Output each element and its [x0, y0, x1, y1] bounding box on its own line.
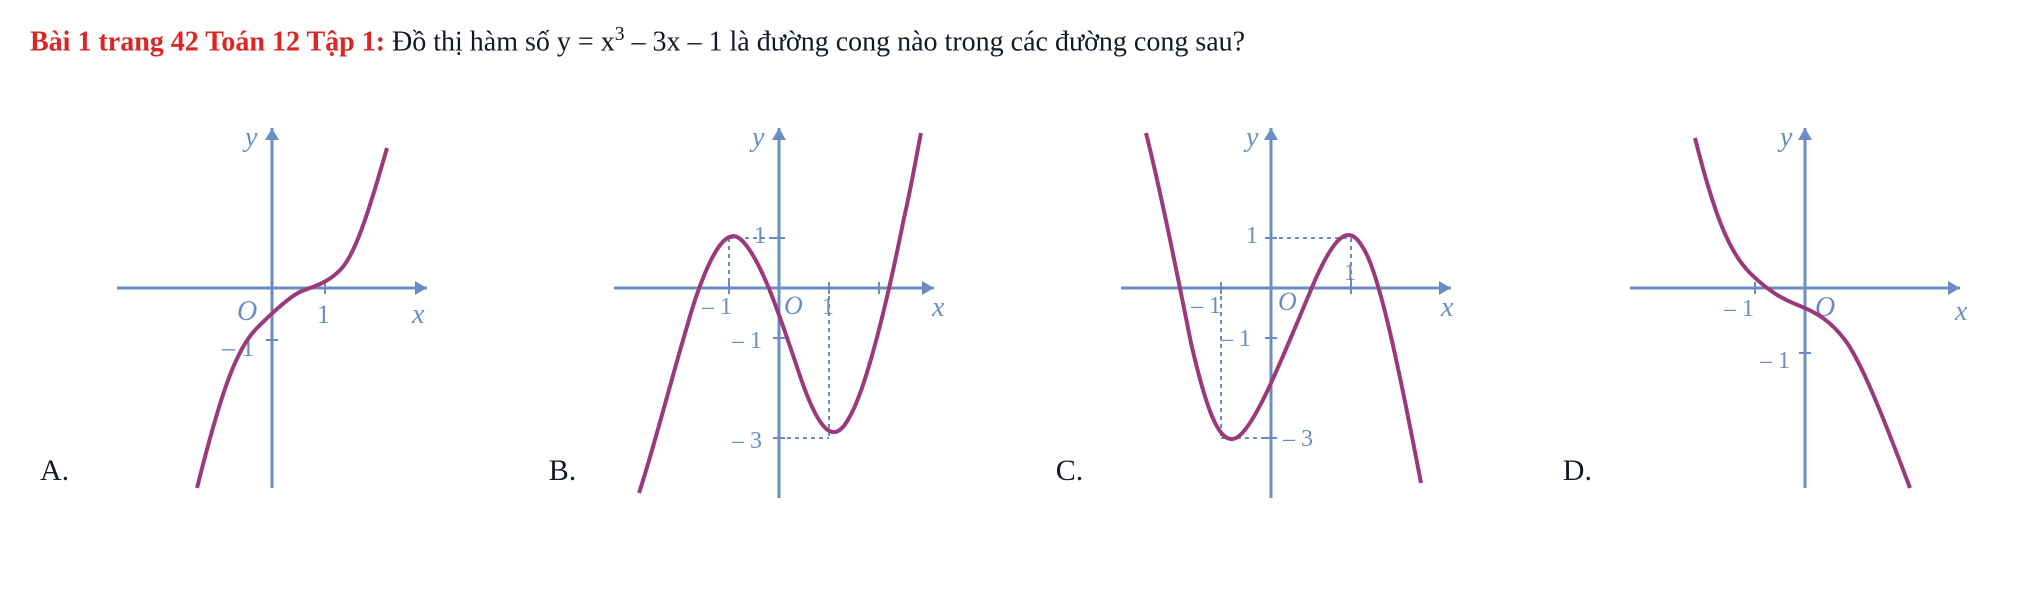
curve-a — [197, 148, 387, 488]
option-c-letter: C. — [1056, 454, 1084, 488]
y-axis-label-b: y — [749, 122, 765, 153]
origin-label-b: O — [784, 291, 803, 320]
tick-x-neg1-d: – 1 — [1723, 296, 1754, 322]
option-a-letter: A. — [40, 454, 69, 488]
y-axis-label: y — [242, 122, 258, 153]
question-text-before: Đồ thị hàm số y = x — [385, 26, 615, 57]
x-axis-label-b: x — [931, 292, 945, 323]
tick-y-neg1-b: – 1 — [731, 328, 762, 354]
origin-label-c: O — [1278, 287, 1297, 316]
tick-x-neg1-b: – 1 — [701, 294, 732, 320]
y-axis-label-d: y — [1777, 122, 1793, 153]
question-label: Bài 1 trang 42 Toán 12 Tập 1: — [30, 26, 385, 57]
option-b[interactable]: B. y x O 1 – 1 – 3 – 1 — [549, 88, 965, 508]
x-axis-label-d: x — [1954, 296, 1968, 327]
tick-y-1-c: 1 — [1246, 223, 1258, 249]
graph-a: y x O 1 – 1 — [77, 88, 457, 508]
graph-d: y x O – 1 – 1 — [1600, 88, 1980, 508]
origin-label: O — [237, 296, 257, 327]
question-line: Bài 1 trang 42 Toán 12 Tập 1: Đồ thị hàm… — [30, 20, 1990, 63]
y-axis-label-c: y — [1243, 122, 1259, 153]
tick-y-neg1-c: – 1 — [1220, 326, 1251, 352]
tick-y-1-b: 1 — [754, 223, 766, 249]
option-b-letter: B. — [549, 454, 577, 488]
tick-y-neg3-b: – 3 — [731, 428, 762, 454]
tick-y-neg1-d: – 1 — [1759, 348, 1790, 374]
option-a[interactable]: A. y x O 1 – 1 — [40, 88, 457, 508]
option-d-letter: D. — [1563, 454, 1592, 488]
question-exponent: 3 — [615, 24, 625, 45]
graph-b: y x O 1 – 1 – 3 – 1 1 — [584, 88, 964, 508]
options-row: A. y x O 1 – 1 B. — [30, 88, 1990, 508]
tick-y-neg3-c: – 3 — [1282, 426, 1313, 452]
question-text-after: – 3x – 1 là đường cong nào trong các đườ… — [625, 26, 1246, 57]
x-axis-label: x — [411, 299, 425, 330]
x-axis-label-c: x — [1440, 292, 1454, 323]
option-d[interactable]: D. y x O – 1 – 1 — [1563, 88, 1980, 508]
tick-x-1: 1 — [317, 300, 330, 329]
tick-x-neg1-c: – 1 — [1190, 293, 1221, 319]
graph-c: y x O 1 – 1 – 3 – 1 1 — [1091, 88, 1471, 508]
option-c[interactable]: C. y x O 1 – 1 – 3 – 1 — [1056, 88, 1472, 508]
